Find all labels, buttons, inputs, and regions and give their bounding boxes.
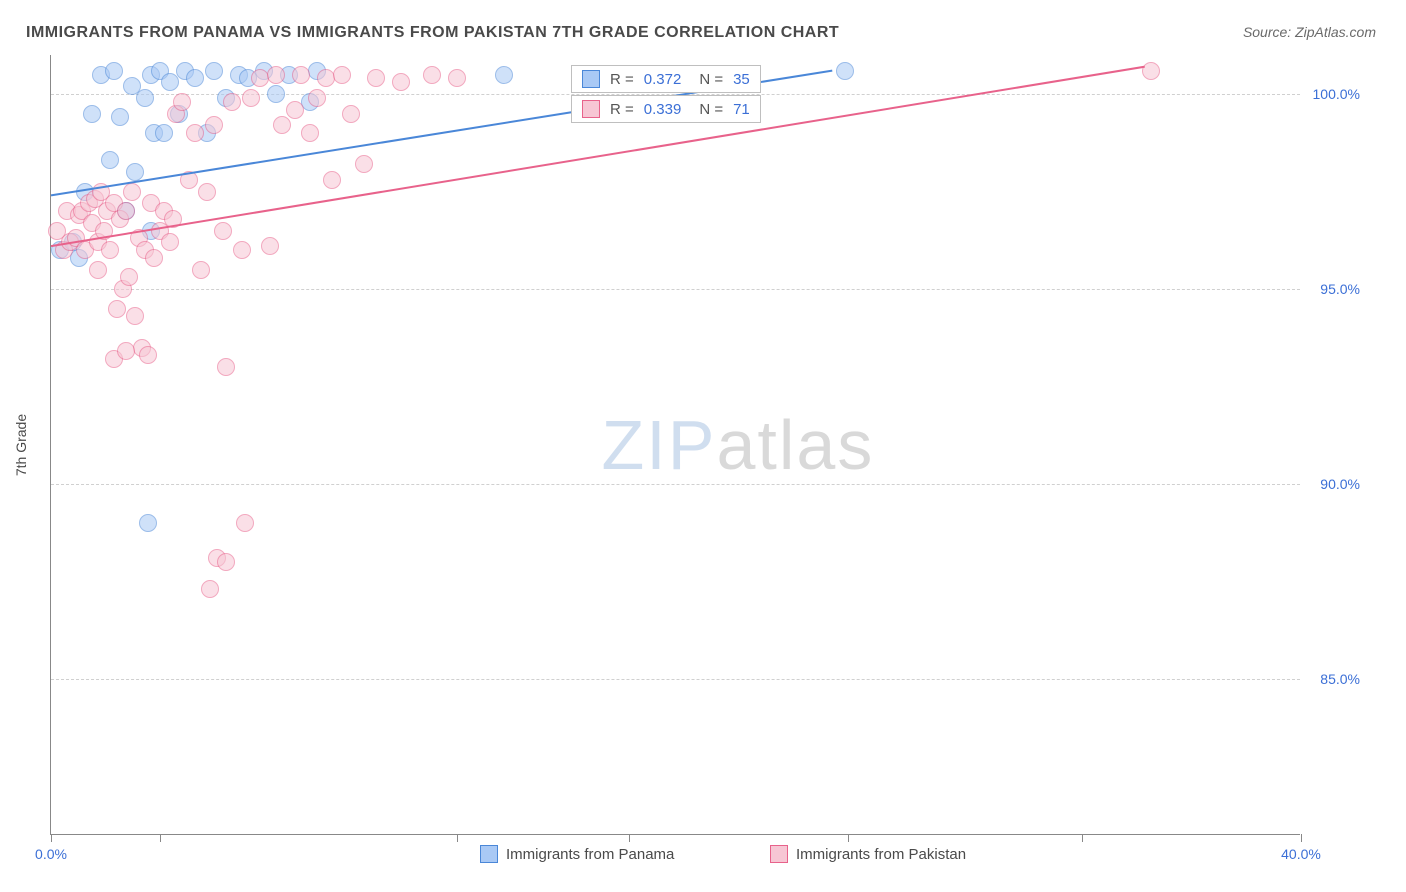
data-point: [198, 183, 216, 201]
data-point: [145, 249, 163, 267]
y-axis-title: 7th Grade: [13, 413, 29, 475]
data-point: [139, 514, 157, 532]
data-point: [286, 101, 304, 119]
data-point: [205, 62, 223, 80]
data-point: [161, 233, 179, 251]
y-tick-label: 85.0%: [1320, 671, 1360, 687]
data-point: [101, 241, 119, 259]
watermark: ZIPatlas: [602, 405, 875, 485]
data-point: [333, 66, 351, 84]
data-point: [217, 358, 235, 376]
chart-title: IMMIGRANTS FROM PANAMA VS IMMIGRANTS FRO…: [26, 24, 839, 42]
data-point: [342, 105, 360, 123]
legend-swatch: [582, 70, 600, 88]
data-point: [217, 553, 235, 571]
y-tick-label: 90.0%: [1320, 476, 1360, 492]
data-point: [95, 222, 113, 240]
data-point: [495, 66, 513, 84]
data-point: [367, 69, 385, 87]
source-label: Source: ZipAtlas.com: [1243, 24, 1376, 40]
data-point: [164, 210, 182, 228]
data-point: [126, 163, 144, 181]
x-tick-label: 0.0%: [35, 846, 67, 862]
data-point: [423, 66, 441, 84]
stats-box: R = 0.372 N = 35: [571, 65, 761, 93]
data-point: [292, 66, 310, 84]
x-tick: [1301, 834, 1302, 842]
data-point: [105, 62, 123, 80]
data-point: [123, 183, 141, 201]
data-point: [214, 222, 232, 240]
data-point: [139, 346, 157, 364]
data-point: [180, 171, 198, 189]
data-point: [201, 580, 219, 598]
data-point: [101, 151, 119, 169]
y-tick-label: 100.0%: [1313, 86, 1360, 102]
x-tick: [1082, 834, 1083, 842]
x-tick: [629, 834, 630, 842]
data-point: [273, 116, 291, 134]
data-point: [136, 89, 154, 107]
gridline: [51, 289, 1300, 290]
data-point: [308, 89, 326, 107]
data-point: [301, 124, 319, 142]
data-point: [392, 73, 410, 91]
data-point: [242, 89, 260, 107]
x-tick: [51, 834, 52, 842]
n-value: 71: [733, 101, 750, 118]
x-tick: [160, 834, 161, 842]
plot-area: 7th Grade ZIPatlas 85.0%90.0%95.0%100.0%…: [50, 55, 1300, 835]
x-tick: [457, 834, 458, 842]
r-label: R =: [610, 101, 634, 118]
data-point: [186, 69, 204, 87]
data-point: [233, 241, 251, 259]
gridline: [51, 484, 1300, 485]
data-point: [323, 171, 341, 189]
n-label: N =: [699, 71, 723, 88]
x-tick: [848, 834, 849, 842]
legend-item: Immigrants from Pakistan: [770, 845, 966, 863]
data-point: [117, 342, 135, 360]
data-point: [236, 514, 254, 532]
legend-swatch: [480, 845, 498, 863]
data-point: [1142, 62, 1160, 80]
data-point: [155, 124, 173, 142]
data-point: [173, 93, 191, 111]
x-tick-label: 40.0%: [1281, 846, 1321, 862]
gridline: [51, 679, 1300, 680]
legend-label: Immigrants from Panama: [506, 846, 674, 863]
watermark-part2: atlas: [716, 406, 874, 484]
y-tick-label: 95.0%: [1320, 281, 1360, 297]
data-point: [261, 237, 279, 255]
legend-swatch: [582, 100, 600, 118]
data-point: [448, 69, 466, 87]
data-point: [83, 105, 101, 123]
data-point: [267, 85, 285, 103]
data-point: [186, 124, 204, 142]
data-point: [836, 62, 854, 80]
data-point: [355, 155, 373, 173]
data-point: [205, 116, 223, 134]
data-point: [111, 108, 129, 126]
data-point: [108, 300, 126, 318]
r-value: 0.372: [644, 71, 682, 88]
stats-box: R = 0.339 N = 71: [571, 95, 761, 123]
data-point: [89, 261, 107, 279]
data-point: [120, 268, 138, 286]
legend-swatch: [770, 845, 788, 863]
legend-label: Immigrants from Pakistan: [796, 846, 966, 863]
data-point: [117, 202, 135, 220]
data-point: [126, 307, 144, 325]
trendlines: [51, 55, 1300, 834]
watermark-part1: ZIP: [602, 406, 717, 484]
r-label: R =: [610, 71, 634, 88]
legend-item: Immigrants from Panama: [480, 845, 674, 863]
data-point: [161, 73, 179, 91]
n-value: 35: [733, 71, 750, 88]
n-label: N =: [699, 101, 723, 118]
data-point: [223, 93, 241, 111]
r-value: 0.339: [644, 101, 682, 118]
data-point: [267, 66, 285, 84]
data-point: [192, 261, 210, 279]
